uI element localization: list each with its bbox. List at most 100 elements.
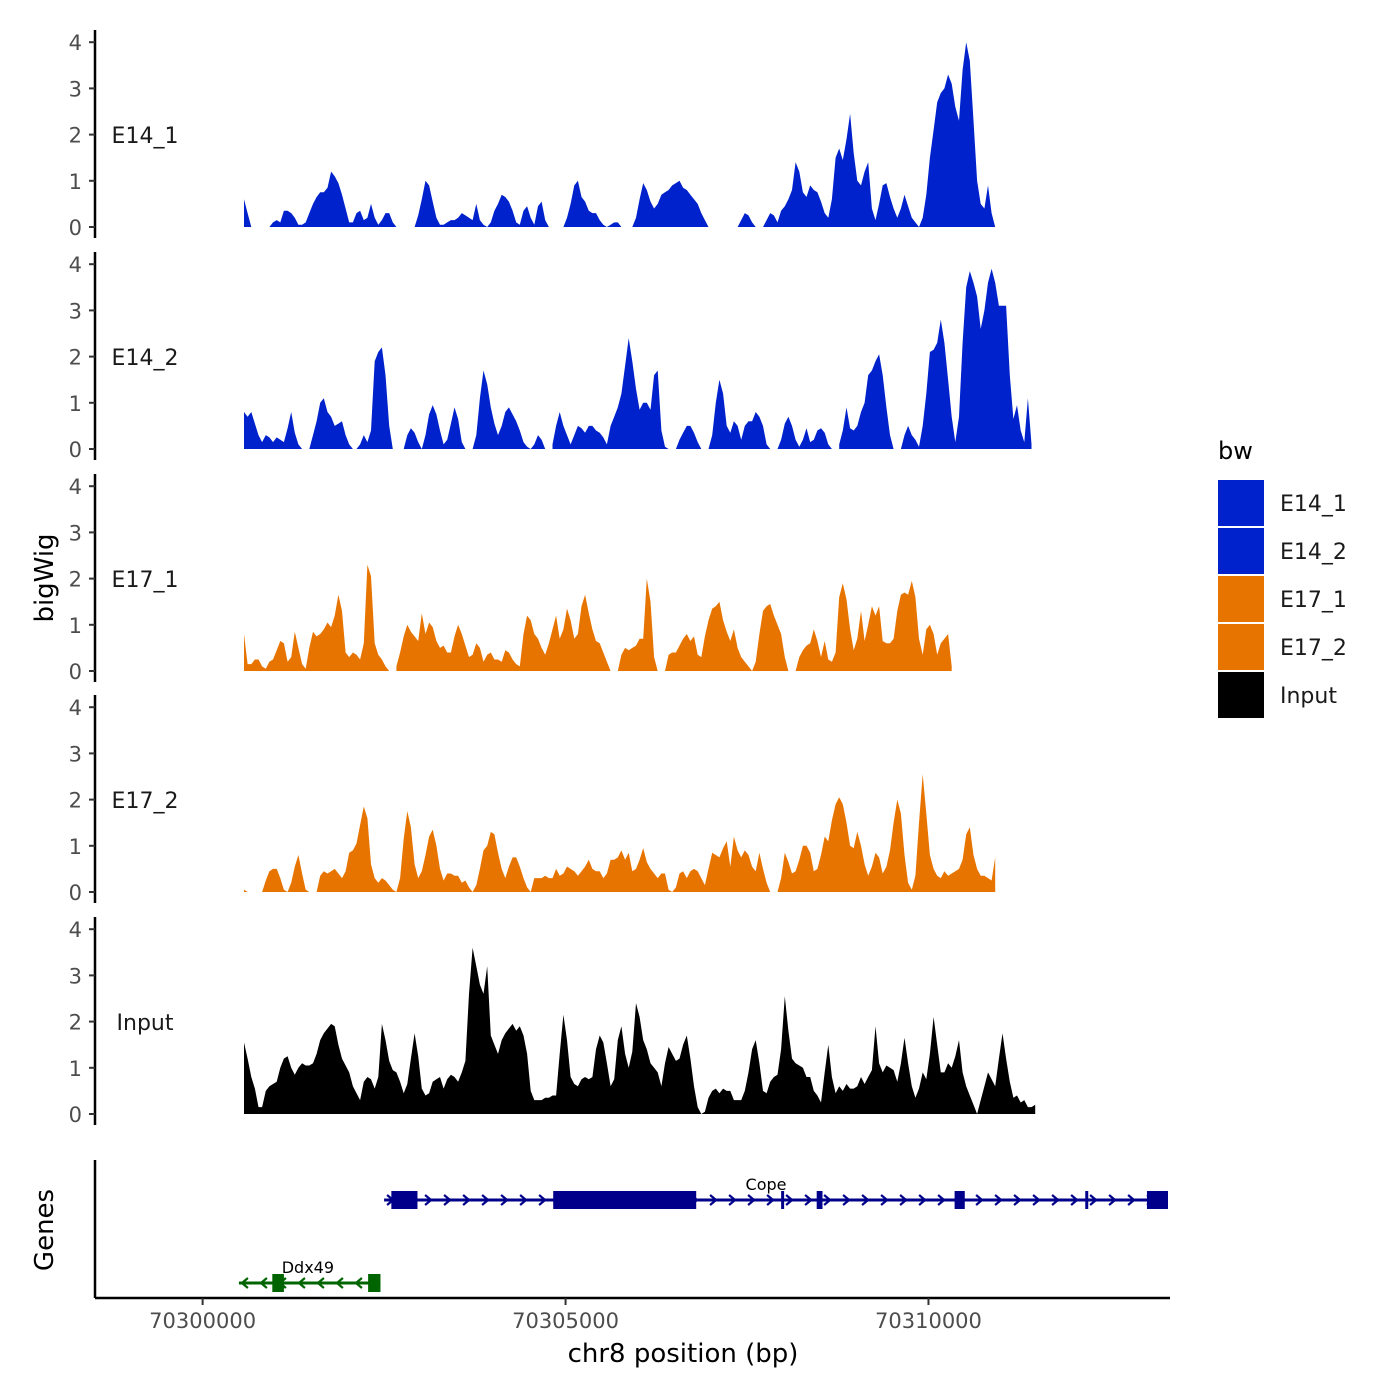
track-input: 0 1 2 3 4 Input	[69, 917, 1036, 1127]
exon	[1146, 1191, 1168, 1209]
coverage-area	[244, 199, 252, 227]
strand-arrow	[316, 1277, 325, 1289]
y-tick-label: 3	[69, 77, 82, 101]
strand-arrow	[1051, 1194, 1060, 1206]
track-label: E17_1	[112, 568, 179, 593]
coverage-area	[316, 806, 771, 892]
strand-arrow	[1013, 1194, 1022, 1206]
strand-arrow	[259, 1277, 268, 1289]
coverage-area	[708, 379, 771, 449]
strand-arrow	[1089, 1194, 1098, 1206]
strand-arrow	[728, 1194, 737, 1206]
legend-swatch	[1218, 672, 1264, 718]
legend-label: E17_2	[1280, 636, 1347, 661]
strand-arrow	[443, 1194, 452, 1206]
coverage-area	[563, 180, 622, 227]
exon	[781, 1191, 785, 1209]
x-axis: 70300000 70305000 70310000	[95, 1296, 1170, 1333]
strand-arrow	[424, 1194, 433, 1206]
legend-swatch	[1218, 624, 1264, 670]
coverage-area	[617, 578, 658, 671]
y-tick-label: 3	[69, 964, 82, 988]
coverage-area	[414, 180, 549, 227]
y-tick-label: 2	[69, 124, 82, 148]
genes-axis-label: Genes	[30, 1189, 60, 1271]
strand-arrow	[918, 1194, 927, 1206]
coverage-area	[244, 947, 1036, 1114]
x-tick-label: 70305000	[512, 1309, 619, 1333]
y-tick-label: 0	[69, 216, 82, 240]
strand-arrow	[354, 1277, 363, 1289]
track-label: E14_2	[112, 346, 179, 371]
strand-arrow	[823, 1194, 832, 1206]
y-tick-label: 0	[69, 1103, 82, 1127]
y-tick-label: 2	[69, 1011, 82, 1035]
exon	[391, 1191, 418, 1209]
y-tick-label: 1	[69, 392, 82, 416]
coverage-area	[900, 268, 1032, 449]
strand-arrow	[1127, 1194, 1136, 1206]
coverage-area	[244, 564, 390, 671]
coverage-area	[309, 347, 393, 449]
coverage-area	[244, 889, 248, 892]
strand-arrow	[335, 1277, 344, 1289]
exon	[553, 1191, 697, 1209]
strand-arrow	[804, 1194, 813, 1206]
y-tick-label: 2	[69, 346, 82, 370]
strand-arrow	[462, 1194, 471, 1206]
y-tick-label: 3	[69, 521, 82, 545]
strand-arrow	[240, 1277, 249, 1289]
track-e17-2: 0 1 2 3 4 E17_2	[69, 695, 996, 905]
x-tick-label: 70310000	[875, 1309, 982, 1333]
coverage-area	[737, 213, 756, 227]
strand-arrow	[519, 1194, 528, 1206]
coverage-area	[665, 601, 789, 671]
legend-swatch	[1218, 480, 1264, 526]
track-label: E17_2	[112, 789, 179, 814]
strand-arrow	[747, 1194, 756, 1206]
strand-arrow	[899, 1194, 908, 1206]
strand-arrow	[1032, 1194, 1041, 1206]
coverage-area	[839, 354, 894, 449]
coverage-area	[675, 425, 702, 449]
gene-ddx49: Ddx49	[238, 1258, 381, 1292]
track-label: Input	[117, 1011, 174, 1036]
gene-cope: Cope	[384, 1175, 1168, 1209]
legend-title: bw	[1218, 437, 1253, 465]
y-tick-label: 1	[69, 1057, 82, 1081]
strand-arrow	[1070, 1194, 1079, 1206]
legend-swatch	[1218, 528, 1264, 574]
y-tick-label: 0	[69, 438, 82, 462]
coverage-area	[403, 405, 466, 449]
strand-arrow	[297, 1277, 306, 1289]
exon	[954, 1191, 965, 1209]
track-e17-1: 0 1 2 3 4 E17_1	[69, 474, 952, 684]
strand-arrow	[785, 1194, 794, 1206]
track-label: E14_1	[112, 124, 179, 149]
strand-arrow	[1108, 1194, 1117, 1206]
y-tick-label: 2	[69, 789, 82, 813]
y-tick-label: 0	[69, 881, 82, 905]
y-tick-label: 3	[69, 742, 82, 766]
y-tick-label: 4	[69, 253, 82, 277]
bigwig-tracks: 0 1 2 3 4 E14_1 0 1 2 3 4 E14_2 0 1 2 3 4 E17_1 0 1 2 3 4 E17_2…	[69, 30, 1036, 1127]
strand-arrow	[842, 1194, 851, 1206]
coverage-area	[763, 42, 996, 228]
exon	[368, 1274, 381, 1292]
coverage-area	[244, 412, 303, 449]
strand-arrow	[709, 1194, 718, 1206]
y-tick-label: 4	[69, 918, 82, 942]
coverage-area	[777, 416, 832, 449]
y-tick-label: 4	[69, 31, 82, 55]
x-axis-label: chr8 position (bp)	[568, 1339, 799, 1369]
y-tick-label: 0	[69, 660, 82, 684]
legend: bw E14_1 E14_2 E17_1 E17_2 Input	[1218, 437, 1347, 718]
gene-name-label: Ddx49	[282, 1258, 334, 1277]
legend-label: E17_1	[1280, 588, 1347, 613]
gene-name-label: Cope	[746, 1175, 787, 1194]
coverage-area	[795, 580, 952, 671]
coverage-area	[262, 855, 310, 892]
y-axis-label: bigWig	[30, 533, 60, 622]
y-tick-label: 4	[69, 696, 82, 720]
